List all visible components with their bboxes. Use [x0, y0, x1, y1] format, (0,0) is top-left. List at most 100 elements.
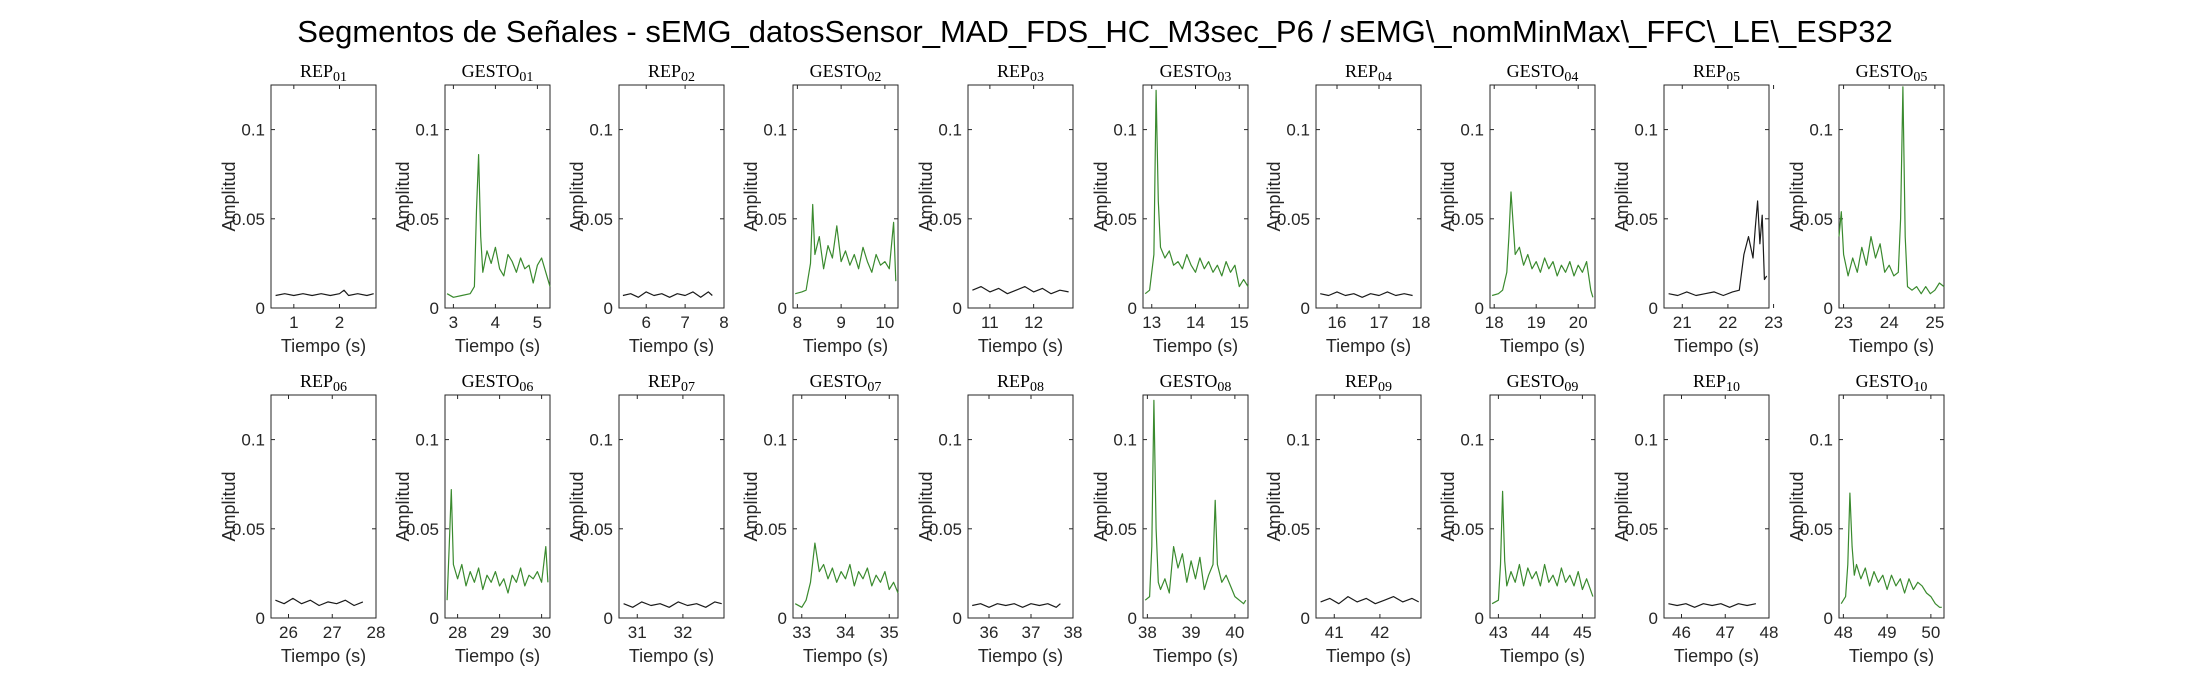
y-axis-label: Amplitud: [567, 471, 587, 541]
y-axis-label: Amplitud: [1264, 471, 1284, 541]
y-axis-label: Amplitud: [393, 161, 413, 231]
series-line-gesto-02: [795, 203, 897, 295]
x-axis-label: Tiempo (s): [1500, 336, 1585, 356]
series-line-gesto-06: [446, 489, 549, 601]
x-tick-label: 41: [1325, 623, 1344, 642]
subplot-title: GESTO02: [810, 61, 882, 85]
y-tick-label: 0: [1128, 609, 1137, 628]
x-tick-label: 11: [981, 313, 999, 332]
axes-box: [792, 84, 899, 309]
x-axis-label: Tiempo (s): [1326, 336, 1411, 356]
subplot-title: REP10: [1693, 371, 1740, 395]
y-axis-label: Amplitud: [219, 161, 239, 231]
subplot-gesto-01: GESTO01 0 0.05 0.1 3 4 5 Tiempo (s) Amplitud: [393, 61, 551, 356]
subplot-title: REP04: [1345, 61, 1392, 85]
series-line-rep-10: [1668, 603, 1757, 608]
series-line-rep-04: [1320, 291, 1413, 298]
y-tick-label: 0.1: [763, 121, 787, 140]
x-axis-label: Tiempo (s): [978, 336, 1063, 356]
y-tick-label: 0: [256, 609, 265, 628]
y-axis-label: Amplitud: [1612, 161, 1632, 231]
y-tick-label: 0: [604, 609, 613, 628]
x-axis-label: Tiempo (s): [1849, 646, 1934, 666]
x-axis-label: Tiempo (s): [281, 336, 366, 356]
subplot-gesto-06: GESTO06 0 0.05 0.1 28 29 30 Tiempo (s) Amplitud: [393, 371, 551, 666]
x-tick-label: 22: [1718, 313, 1737, 332]
y-tick-label: 0: [778, 609, 787, 628]
axes-box: [444, 394, 551, 619]
x-tick-label: 16: [1328, 313, 1347, 332]
subplot-rep-02: REP02 0 0.05 0.1 6 7 8 Tiempo (s) Amplitud: [567, 61, 729, 356]
x-tick-label: 44: [1531, 623, 1550, 642]
x-tick-label: 40: [1225, 623, 1244, 642]
series-line-rep-06: [275, 597, 364, 607]
subplot-gesto-09: GESTO09 0 0.05 0.1 43 44 45 Tiempo (s) Amplitud: [1438, 371, 1596, 666]
y-tick-label: 0.05: [929, 210, 962, 229]
x-tick-label: 7: [680, 313, 689, 332]
x-tick-label: 33: [792, 623, 811, 642]
y-axis-label: Amplitud: [219, 471, 239, 541]
y-tick-label: 0.05: [406, 520, 439, 539]
y-tick-label: 0.1: [589, 121, 613, 140]
axes-box: [1663, 394, 1770, 619]
subplot-title: REP05: [1693, 61, 1740, 85]
subplot-title: REP03: [997, 61, 1044, 85]
x-tick-label: 28: [448, 623, 467, 642]
x-tick-label: 2: [335, 313, 344, 332]
x-tick-label: 36: [980, 623, 999, 642]
x-axis-label: Tiempo (s): [1674, 646, 1759, 666]
axes-box: [792, 394, 899, 619]
x-tick-label: 34: [836, 623, 855, 642]
y-axis-label: Amplitud: [916, 161, 936, 231]
y-tick-label: 0.05: [1277, 210, 1310, 229]
y-axis-label: Amplitud: [1091, 161, 1111, 231]
axes-box: [618, 394, 725, 619]
y-tick-label: 0.1: [938, 121, 962, 140]
series-line-gesto-09: [1491, 490, 1594, 605]
y-tick-label: 0: [430, 299, 439, 318]
x-tick-label: 46: [1672, 623, 1691, 642]
y-tick-label: 0.1: [1286, 121, 1310, 140]
y-tick-label: 0.1: [241, 121, 265, 140]
y-tick-label: 0.05: [580, 520, 613, 539]
x-tick-label: 35: [880, 623, 899, 642]
x-tick-label: 32: [673, 623, 692, 642]
subplot-gesto-10: GESTO10 0 0.05 0.1 48 49 50 Tiempo (s) Amplitud: [1787, 371, 1945, 666]
axes-box: [967, 394, 1074, 619]
x-tick-label: 39: [1182, 623, 1201, 642]
axes-box: [1315, 84, 1422, 309]
subplot-rep-09: REP09 0 0.05 0.1 41 42 Tiempo (s) Amplitud: [1264, 371, 1422, 666]
x-tick-label: 4: [491, 313, 500, 332]
x-tick-label: 28: [367, 623, 386, 642]
subplot-title: REP08: [997, 371, 1044, 395]
x-axis-label: Tiempo (s): [803, 646, 888, 666]
y-tick-label: 0.1: [938, 431, 962, 450]
x-tick-label: 24: [1880, 313, 1899, 332]
series-line-gesto-10: [1840, 492, 1942, 608]
subplot-title: GESTO01: [462, 61, 534, 85]
subplot-gesto-04: GESTO04 0 0.05 0.1 18 19 20 Tiempo (s) Amplitud: [1438, 61, 1596, 356]
x-tick-label: 31: [628, 623, 647, 642]
y-tick-label: 0.1: [1286, 431, 1310, 450]
y-tick-label: 0.05: [1800, 520, 1833, 539]
series-line-gesto-05: [1838, 86, 1945, 295]
y-tick-label: 0.1: [1460, 431, 1484, 450]
y-tick-label: 0: [1649, 609, 1658, 628]
subplot-rep-07: REP07 0 0.05 0.1 31 32 Tiempo (s) Amplitud: [567, 371, 725, 666]
axes-box: [618, 84, 725, 309]
y-tick-label: 0.1: [1634, 431, 1658, 450]
x-tick-label: 1: [289, 313, 298, 332]
subplot-title: GESTO07: [810, 371, 882, 395]
y-tick-label: 0.05: [929, 520, 962, 539]
subplot-title: GESTO06: [462, 371, 534, 395]
x-tick-label: 49: [1878, 623, 1897, 642]
y-tick-label: 0: [1824, 299, 1833, 318]
subplot-rep-01: REP01 0 0.05 0.1 1 2 Tiempo (s) Amplitud: [219, 61, 377, 356]
x-tick-label: 15: [1230, 313, 1249, 332]
